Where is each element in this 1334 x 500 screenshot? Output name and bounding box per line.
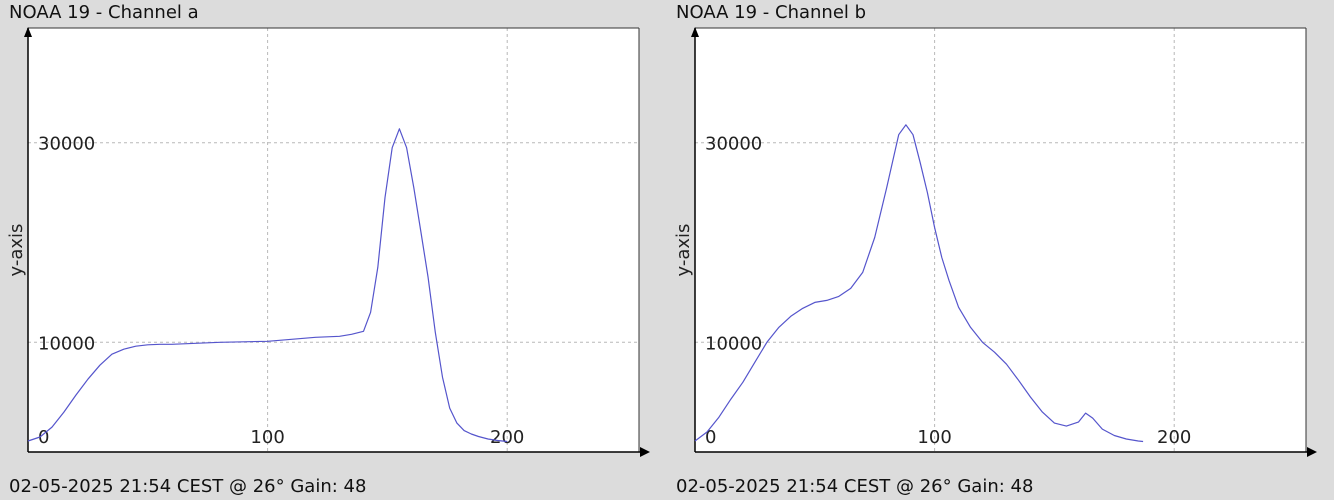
series-line (27, 128, 508, 443)
chart-title: NOAA 19 - Channel b (676, 2, 867, 23)
chart-title: NOAA 19 - Channel a (9, 2, 199, 23)
y-tick-label: 30000 (705, 134, 762, 155)
y-axis-label: y-axis (6, 224, 27, 277)
chart-panel-b: NOAA 19 - Channel b 0 100 200 10000 30000 y-a… (667, 0, 1317, 500)
x-tick-label: 100 (250, 427, 284, 448)
y-tick-label: 10000 (705, 333, 762, 354)
x-tick-label: 200 (1157, 427, 1191, 448)
x-axis-arrow (640, 447, 650, 457)
y-axis-arrow (691, 27, 699, 37)
y-axis-arrow (24, 27, 32, 37)
x-tick-label: 0 (705, 427, 716, 448)
x-tick-label: 200 (490, 427, 524, 448)
chart-footer: 02-05-2025 21:54 CEST @ 26° Gain: 48 (676, 476, 1034, 497)
line-chart-b: 0 100 200 10000 30000 y-axis (673, 27, 1317, 457)
series-line (694, 124, 1144, 443)
y-tick-label: 10000 (38, 333, 95, 354)
line-chart-a: 0 100 200 10000 30000 y-axis (6, 27, 650, 457)
y-tick-label: 30000 (38, 134, 95, 155)
chart-footer: 02-05-2025 21:54 CEST @ 26° Gain: 48 (9, 476, 367, 497)
y-axis-label: y-axis (673, 224, 694, 277)
x-tick-label: 0 (38, 427, 49, 448)
plot-area (695, 28, 1306, 452)
x-tick-label: 100 (917, 427, 951, 448)
chart-panel-a: NOAA 19 - Channel a 0 100 200 10000 30000 y-a… (0, 0, 650, 500)
plot-area (28, 28, 639, 452)
x-axis-arrow (1307, 447, 1317, 457)
